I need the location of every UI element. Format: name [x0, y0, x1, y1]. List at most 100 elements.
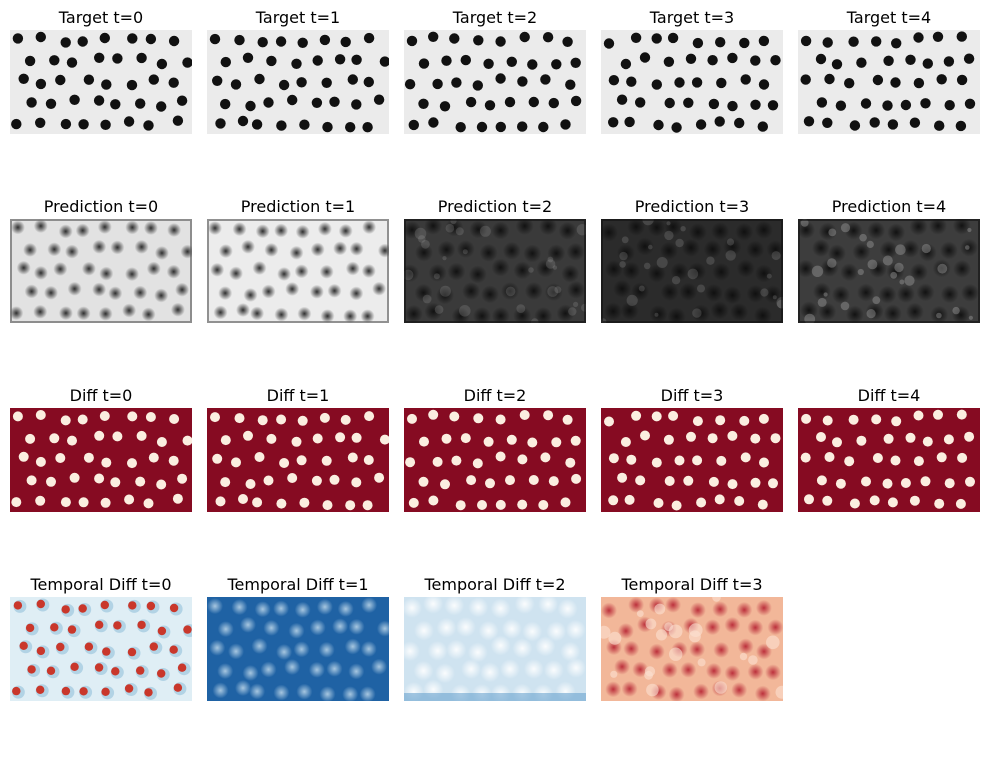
texture-blob [766, 273, 772, 279]
lattice-dot [750, 55, 761, 66]
lattice-dot [936, 74, 947, 85]
lattice-dot [696, 497, 707, 508]
lattice-dot [501, 618, 522, 639]
lattice-dot [250, 306, 265, 321]
lattice-dot [882, 100, 893, 111]
lattice-dot [896, 285, 915, 303]
lattice-dot [683, 475, 694, 486]
lattice-dot [913, 32, 924, 43]
texture-blob [573, 301, 579, 307]
lattice-dot [746, 284, 765, 303]
lattice-dot [35, 456, 46, 467]
lattice-dot [212, 75, 223, 86]
lattice-dot [58, 306, 73, 321]
lattice-dot [484, 100, 496, 111]
lattice-dot [723, 286, 742, 305]
lattice-dot [108, 286, 123, 301]
lattice-dot [362, 122, 373, 133]
lattice-dot [934, 120, 945, 131]
lattice-dot [436, 617, 457, 638]
lattice-dot [764, 285, 782, 304]
lattice-dot [78, 119, 89, 130]
lattice-dot [33, 304, 48, 319]
lattice-dot [891, 38, 902, 49]
lattice-dot [230, 79, 242, 90]
lattice-dot [441, 433, 452, 444]
lattice-dot [848, 414, 859, 425]
panel-edge [404, 693, 586, 701]
lattice-dot [234, 34, 245, 46]
lattice-dot [624, 116, 635, 128]
lattice-dot [124, 494, 135, 505]
lattice-dot [154, 288, 169, 303]
lattice-dot [35, 31, 46, 43]
lattice-dot [932, 31, 944, 42]
lattice-dot [887, 223, 906, 242]
lattice-dot [362, 220, 377, 235]
lattice-dot [287, 473, 298, 483]
lattice-dot [100, 600, 110, 610]
lattice-dot [727, 52, 738, 64]
lattice-dot [291, 436, 302, 447]
lattice-dot [740, 74, 751, 85]
lattice-dot [212, 682, 229, 699]
lattice-dot [345, 122, 356, 133]
texture-blob [669, 647, 683, 661]
lattice-dot [83, 74, 95, 85]
lattice-dot [148, 74, 159, 85]
lattice-dot [939, 241, 958, 260]
panel-image [798, 408, 980, 512]
lattice-dot [294, 264, 309, 279]
texture-blob [505, 286, 516, 297]
lattice-dot [94, 473, 105, 484]
lattice-dot [254, 73, 265, 85]
lattice-dot [816, 97, 828, 108]
lattice-dot [887, 119, 899, 130]
lattice-dot [932, 259, 951, 278]
lattice-dot [560, 119, 571, 130]
lattice-dot [435, 663, 455, 684]
lattice-dot [18, 451, 29, 462]
lattice-dot [909, 495, 920, 506]
lattice-dot [558, 221, 577, 240]
lattice-dot [608, 117, 619, 128]
lattice-dot [544, 283, 563, 302]
lattice-dot [209, 33, 221, 45]
lattice-dot [822, 37, 833, 48]
texture-blob [462, 249, 468, 255]
texture-blob [811, 265, 824, 277]
lattice-dot [918, 243, 937, 262]
panel-prediction-4: Prediction t=4 [798, 197, 980, 327]
lattice-dot [538, 500, 549, 510]
lattice-dot [137, 620, 146, 630]
lattice-dot [285, 282, 300, 296]
lattice-dot [626, 454, 637, 465]
lattice-dot [218, 244, 233, 259]
lattice-dot [626, 76, 637, 87]
lattice-dot [414, 620, 434, 641]
lattice-dot [659, 241, 678, 260]
lattice-dot [177, 473, 188, 484]
lattice-dot [99, 411, 110, 421]
lattice-dot [570, 57, 581, 68]
texture-blob [904, 275, 915, 286]
lattice-dot [128, 601, 137, 610]
lattice-dot [801, 413, 812, 424]
texture-blob [422, 294, 432, 304]
panel-title: Target t=1 [255, 8, 341, 27]
lattice-dot [737, 638, 754, 655]
lattice-dot [936, 452, 947, 463]
lattice-dot [835, 478, 846, 489]
lattice-dot [261, 284, 276, 299]
lattice-dot [665, 597, 682, 613]
lattice-dot [94, 430, 105, 441]
lattice-dot [327, 283, 342, 298]
lattice-dot [245, 479, 256, 489]
lattice-dot [704, 283, 723, 302]
texture-blob [404, 269, 414, 281]
lattice-dot [956, 409, 967, 420]
panel-image [404, 30, 586, 134]
panel-border [207, 219, 389, 323]
lattice-dot [750, 433, 761, 444]
lattice-dot [849, 120, 861, 131]
